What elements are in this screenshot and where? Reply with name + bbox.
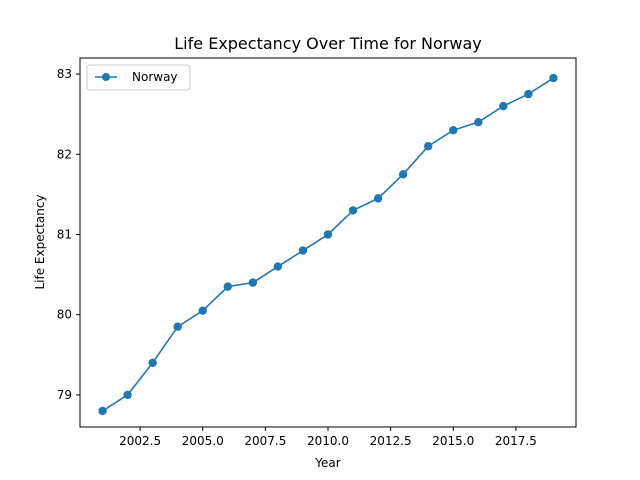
legend: Norway [86, 64, 191, 91]
data-point [223, 282, 232, 291]
data-point [373, 194, 383, 203]
y-tick-label: 81 [57, 227, 72, 241]
data-point [198, 306, 207, 315]
plot-frame [79, 57, 577, 428]
x-axis-label: Year [314, 456, 340, 470]
data-point [524, 89, 533, 99]
x-tick-label: 2012.5 [370, 434, 412, 448]
data-point [98, 406, 107, 416]
y-tick-label: 80 [57, 308, 72, 322]
data-point [123, 390, 132, 400]
y-tick-label: 83 [57, 67, 72, 81]
plot-area [80, 58, 576, 427]
data-point [549, 73, 558, 83]
y-axis: 79 80 81 82 83 [57, 67, 80, 402]
data-point [499, 101, 508, 111]
legend-label-norway: Norway [132, 70, 178, 84]
series-layer [98, 73, 558, 416]
data-point [298, 246, 308, 255]
x-tick-label: 2017.5 [495, 434, 537, 448]
data-point [173, 322, 182, 331]
data-point [348, 206, 358, 215]
legend-marker-icon [102, 73, 110, 81]
x-tick-label: 2010.0 [307, 434, 349, 448]
data-point [248, 278, 258, 287]
x-tick-label: 2015.0 [432, 434, 474, 448]
y-axis-label: Life Expectancy [33, 194, 47, 289]
y-tick-label: 79 [57, 388, 72, 402]
data-point [148, 358, 157, 368]
y-tick-label: 82 [57, 147, 72, 161]
x-tick-label: 2005.0 [182, 434, 224, 448]
x-tick-label: 2002.5 [119, 434, 161, 448]
chart-title: Life Expectancy Over Time for Norway [174, 34, 481, 53]
x-axis: 2002.5 2005.0 2007.5 2010.0 2012.5 2015.0 2017… [119, 427, 537, 448]
data-point [398, 170, 408, 179]
data-point [449, 125, 458, 135]
legend-box [86, 64, 191, 91]
data-point [273, 262, 283, 271]
data-point [424, 142, 433, 151]
data-point [474, 117, 483, 127]
data-point [323, 230, 333, 239]
x-tick-label: 2007.5 [244, 434, 286, 448]
